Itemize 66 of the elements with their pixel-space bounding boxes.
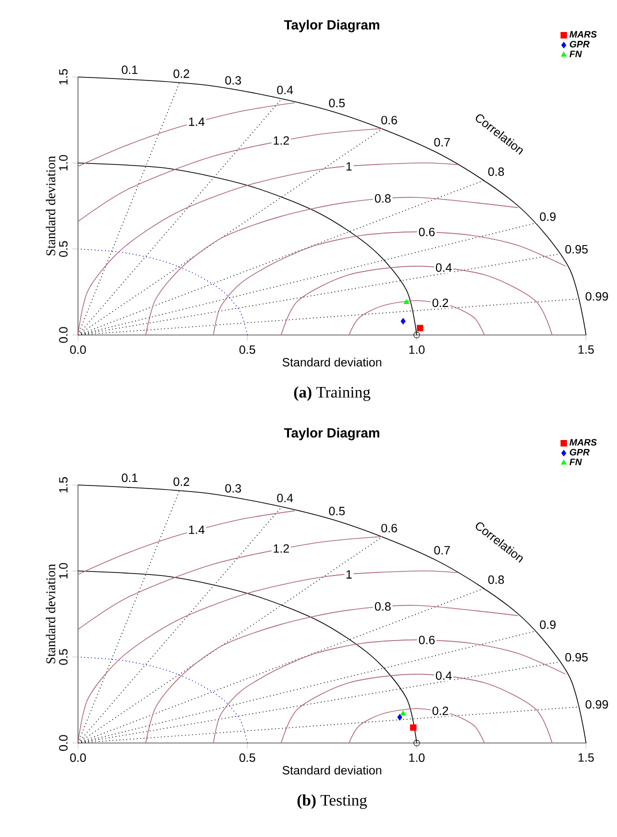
y-axis-title: Standard deviation bbox=[46, 564, 56, 664]
y-tick-label: 0.5 bbox=[59, 649, 68, 665]
annotation: 0.6 bbox=[418, 228, 435, 236]
x-axis-title: Standard deviation bbox=[282, 358, 382, 367]
y-axis-title: Standard deviation bbox=[46, 156, 56, 256]
y-tick-label: 0.0 bbox=[59, 735, 68, 751]
y-tick-label: 1.0 bbox=[59, 563, 68, 578]
legend-label: GPR bbox=[570, 40, 590, 48]
y-tick-label: 1.0 bbox=[59, 155, 68, 170]
annotation: 1 bbox=[346, 162, 352, 171]
annotation: 0.6 bbox=[418, 636, 435, 644]
annotation: 0.7 bbox=[434, 546, 450, 554]
annotation: 0.95 bbox=[565, 652, 588, 662]
annotation: 1 bbox=[346, 570, 352, 579]
annotation: 0.8 bbox=[488, 167, 504, 176]
annotation: 0.3 bbox=[225, 76, 241, 85]
annotation: 0.4 bbox=[436, 263, 452, 272]
y-tick-label: 0.5 bbox=[59, 241, 68, 257]
annotation: 0.1 bbox=[122, 66, 138, 74]
x-axis-title: Standard deviation bbox=[282, 766, 382, 775]
annotation: 0.99 bbox=[586, 292, 608, 301]
legend-label: GPR bbox=[570, 448, 590, 456]
x-tick-label: 0.5 bbox=[239, 753, 256, 762]
y-tick-label: 1.5 bbox=[59, 477, 68, 492]
annotation: 0.4 bbox=[277, 86, 293, 94]
x-tick-label: 1.5 bbox=[578, 753, 594, 762]
annotation: 1.2 bbox=[274, 544, 289, 553]
annotation: 0.95 bbox=[565, 244, 588, 254]
x-tick-label: 1.5 bbox=[578, 345, 594, 354]
annotation: 0.6 bbox=[381, 524, 398, 532]
annotation: 0.3 bbox=[225, 484, 241, 493]
annotation: 0.1 bbox=[122, 474, 138, 482]
annotation: 0.4 bbox=[277, 494, 293, 502]
annotation: 0.5 bbox=[329, 506, 345, 516]
annotation: 0.2 bbox=[174, 69, 190, 78]
text: (b) Testing bbox=[298, 794, 367, 809]
annotation: 1.4 bbox=[189, 118, 205, 126]
legend-label: FN bbox=[570, 50, 582, 58]
annotation: 0.8 bbox=[374, 194, 391, 203]
annotation: 0.4 bbox=[436, 671, 452, 680]
annotation: 0.2 bbox=[174, 477, 190, 486]
annotation: 0.9 bbox=[540, 212, 556, 221]
x-tick-label: 1.0 bbox=[409, 753, 425, 762]
annotation: 1.4 bbox=[189, 526, 205, 534]
annotation: 0.8 bbox=[488, 575, 504, 584]
annotation: 0.5 bbox=[329, 98, 345, 108]
legend-label: MARS bbox=[570, 439, 597, 446]
legend-label: MARS bbox=[570, 31, 597, 38]
annotation: 0.2 bbox=[432, 706, 448, 716]
annotation: 0.9 bbox=[540, 620, 556, 629]
annotation: 0.7 bbox=[434, 138, 450, 146]
x-tick-label: 0.0 bbox=[70, 345, 86, 354]
annotation: 0.2 bbox=[432, 298, 448, 308]
chart-title: Taylor Diagram bbox=[284, 20, 380, 32]
y-tick-label: 1.5 bbox=[59, 69, 68, 84]
annotation: 0.6 bbox=[381, 116, 398, 124]
x-tick-label: 1.0 bbox=[409, 345, 425, 354]
y-tick-label: 0.0 bbox=[59, 327, 68, 343]
annotation: 0.99 bbox=[586, 700, 608, 709]
x-tick-label: 0.0 bbox=[70, 753, 86, 762]
text: (a) Training bbox=[294, 386, 370, 401]
x-tick-label: 0.5 bbox=[239, 345, 256, 354]
annotation: 0.8 bbox=[374, 602, 391, 611]
legend-label: FN bbox=[570, 458, 582, 466]
annotation: 1.2 bbox=[274, 136, 289, 145]
chart-title: Taylor Diagram bbox=[284, 428, 380, 440]
